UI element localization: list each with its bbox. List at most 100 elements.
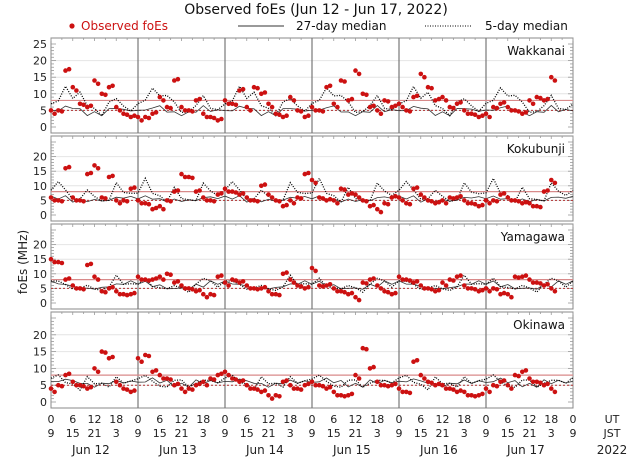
observed-point bbox=[121, 386, 126, 391]
observed-point bbox=[349, 96, 355, 102]
observed-point bbox=[48, 256, 54, 262]
observed-point bbox=[338, 289, 344, 294]
observed-point bbox=[295, 386, 300, 391]
observed-point bbox=[353, 68, 358, 73]
x-ut-tick-label: 0 bbox=[48, 413, 55, 426]
observed-point bbox=[436, 287, 442, 293]
legend-median27-label: 27-day median bbox=[296, 19, 386, 33]
observed-point bbox=[469, 201, 474, 206]
x-axis: 0 6 12 18 0 6 12 18 0 6 12 18 0 6 12 18 0 6 12 18 0 6 12 18 09 15… bbox=[48, 413, 577, 457]
observed-point bbox=[248, 198, 253, 203]
observed-point bbox=[204, 198, 210, 203]
observed-point bbox=[215, 192, 221, 197]
observed-point bbox=[284, 378, 289, 383]
median5-line bbox=[50, 374, 574, 392]
observed-point bbox=[74, 382, 79, 388]
observed-point bbox=[320, 284, 326, 289]
observed-point bbox=[494, 287, 500, 292]
observed-point bbox=[240, 279, 246, 284]
observed-point bbox=[309, 265, 315, 271]
legend-observed-label: Observed foEs bbox=[81, 19, 168, 33]
x-ut-tick-label: 0 bbox=[483, 413, 490, 426]
observed-point bbox=[331, 101, 337, 107]
observed-point bbox=[425, 84, 431, 90]
observed-point bbox=[418, 192, 424, 197]
observed-point bbox=[52, 111, 57, 116]
observed-point bbox=[440, 382, 445, 388]
observed-point bbox=[295, 283, 300, 288]
y-tick-label: 0 bbox=[40, 209, 47, 222]
observed-point bbox=[458, 273, 463, 278]
observed-point bbox=[48, 108, 54, 113]
observed-point bbox=[186, 174, 192, 180]
observed-point bbox=[92, 78, 97, 83]
x-jst-tick-label: 15 bbox=[153, 427, 167, 440]
observed-point bbox=[494, 105, 500, 111]
observed-point bbox=[418, 372, 424, 378]
observed-point bbox=[393, 103, 398, 109]
observed-point bbox=[63, 372, 68, 378]
observed-point bbox=[530, 379, 536, 385]
x-year-label: 2022 bbox=[597, 443, 628, 457]
observed-point bbox=[436, 199, 442, 205]
observed-point bbox=[356, 195, 362, 200]
x-jst-tick-label: 21 bbox=[523, 427, 537, 440]
observed-point bbox=[103, 289, 108, 295]
observed-point bbox=[385, 201, 391, 207]
observed-point bbox=[396, 386, 402, 391]
observed-point bbox=[509, 108, 514, 113]
observed-point bbox=[309, 379, 315, 385]
observed-point bbox=[92, 366, 97, 371]
observed-point bbox=[364, 281, 369, 286]
observed-point bbox=[491, 104, 496, 110]
observed-point bbox=[161, 376, 166, 381]
observed-point bbox=[306, 284, 311, 290]
observed-point bbox=[211, 115, 217, 121]
x-ut-tick-label: 18 bbox=[457, 413, 471, 426]
observed-point bbox=[367, 366, 373, 371]
observed-point bbox=[85, 386, 90, 391]
observed-point bbox=[375, 108, 380, 113]
observed-point bbox=[182, 389, 188, 395]
observed-point bbox=[483, 386, 489, 391]
observed-point bbox=[429, 85, 434, 91]
observed-point bbox=[349, 191, 355, 196]
observed-point bbox=[512, 372, 518, 378]
observed-point bbox=[364, 346, 369, 352]
observed-point bbox=[498, 291, 503, 297]
x-jst-tick-label: 3 bbox=[374, 427, 381, 440]
observed-point bbox=[371, 202, 376, 208]
observed-point bbox=[81, 102, 86, 108]
observed-point bbox=[458, 194, 463, 199]
observed-point bbox=[269, 291, 275, 297]
observed-point bbox=[146, 201, 152, 207]
observed-point bbox=[400, 198, 405, 203]
observed-point bbox=[255, 287, 260, 292]
observed-point bbox=[63, 166, 68, 171]
observed-point bbox=[193, 382, 199, 388]
x-jst-tick-label: 15 bbox=[501, 427, 515, 440]
observed-point bbox=[342, 79, 347, 84]
observed-point bbox=[251, 286, 257, 291]
y-tick-label: 15 bbox=[33, 346, 47, 359]
x-jst-tick-label: 3 bbox=[461, 427, 468, 440]
observed-point bbox=[135, 356, 141, 361]
observed-point bbox=[396, 274, 402, 280]
x-ut-tick-label: 12 bbox=[436, 413, 450, 426]
observed-point bbox=[262, 182, 268, 187]
observed-point bbox=[280, 203, 286, 209]
observed-point bbox=[291, 201, 297, 206]
observed-point bbox=[469, 286, 474, 291]
observed-point bbox=[92, 274, 97, 280]
observed-point bbox=[132, 185, 137, 190]
observed-point bbox=[70, 379, 76, 385]
observed-point bbox=[208, 198, 213, 203]
observed-point bbox=[498, 192, 503, 197]
observed-point bbox=[382, 201, 387, 206]
observed-point bbox=[175, 381, 181, 387]
observed-point bbox=[440, 198, 445, 203]
observed-point bbox=[74, 198, 79, 203]
observed-point bbox=[538, 204, 543, 210]
observed-point bbox=[545, 282, 550, 287]
observed-point bbox=[302, 114, 308, 120]
